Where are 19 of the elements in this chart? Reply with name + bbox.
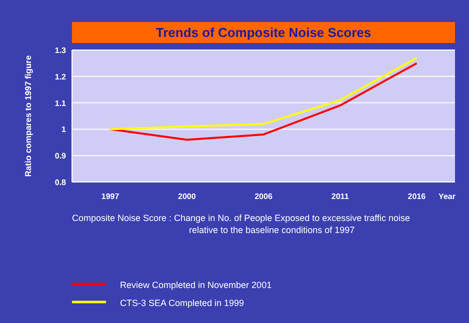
- x-axis-title: Year: [438, 192, 456, 201]
- y-tick-label: 1.3: [54, 46, 67, 55]
- x-tick-label: 1997: [101, 192, 120, 201]
- x-tick-label: 2011: [331, 192, 350, 201]
- legend-label: Review Completed in November 2001: [120, 280, 272, 290]
- line-series: [109, 56, 418, 130]
- x-tick-label: 2006: [254, 192, 273, 201]
- chart-title: Trends of Composite Noise Scores: [156, 25, 372, 40]
- y-tick-label: 1.2: [54, 72, 67, 82]
- y-tick-label: 0.8: [54, 178, 67, 187]
- x-tick-label: 2016: [408, 192, 426, 201]
- y-tick-label: 1.1: [54, 98, 67, 108]
- line-series: [109, 62, 418, 141]
- x-tick-label: 2000: [178, 192, 196, 201]
- y-tick-label: 0.9: [54, 152, 67, 161]
- legend-label: CTS-3 SEA Completed in 1999: [120, 298, 244, 308]
- y-axis-title: Ratio compares to 1997 figure: [23, 55, 33, 177]
- y-tick-label: 1: [62, 125, 67, 134]
- text: Composite Noise Score : Change in No. of People Exposed to excessive traffic noise relative to the baseline conditions of 1997: [72, 213, 410, 235]
